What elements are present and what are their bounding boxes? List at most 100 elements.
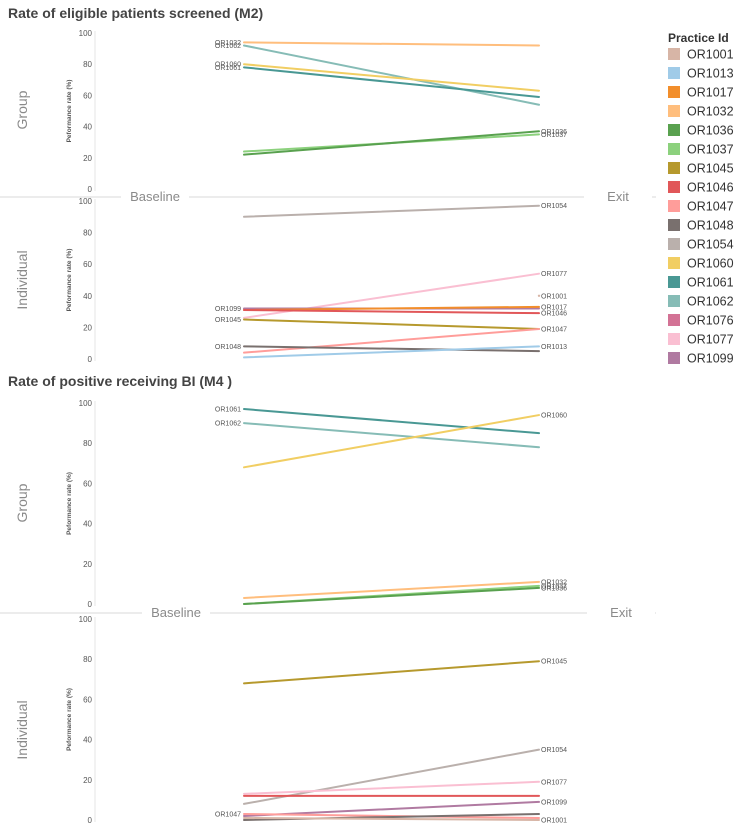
series-line-or1062 — [243, 44, 540, 106]
series-label-end: OR1045 — [541, 659, 567, 666]
legend-swatch-or1001 — [668, 48, 680, 60]
series-label-end: OR1036 — [541, 585, 567, 592]
series-label-end: OR1036 — [541, 129, 567, 136]
panel-group: Group Peformance rate (%) 0 20 40 60 80 100 OR10… — [14, 399, 567, 609]
series-line-or1061 — [243, 66, 540, 98]
panel-row-label: Individual — [14, 700, 30, 759]
series-line-or1017 — [243, 305, 540, 312]
y-tick-label: 100 — [79, 399, 93, 408]
category-label-exit: Exit — [610, 605, 632, 620]
series-line-or1047 — [243, 327, 540, 354]
y-tick-label: 40 — [83, 736, 92, 745]
series-line-or1036 — [243, 586, 540, 605]
panel-individual: Individual Peformance rate (%) 0 20 40 60 80 10… — [14, 615, 567, 825]
y-tick-label: 100 — [79, 29, 93, 38]
legend-label: OR1076 — [687, 314, 734, 328]
legend-swatch-or1060 — [668, 257, 680, 269]
legend-label: OR1048 — [687, 219, 734, 233]
series-label-end: OR1001 — [541, 818, 567, 825]
chart-1: Rate of positive receiving BI (M4 ) Basel… — [0, 373, 656, 825]
panel-row-label: Group — [14, 483, 30, 522]
series-line-or1054 — [243, 204, 540, 218]
legend-label: OR1036 — [687, 124, 734, 138]
y-axis-label: Peformance rate (%) — [66, 472, 73, 535]
series-line-or1032 — [243, 41, 540, 47]
legend-label: OR1013 — [687, 67, 734, 81]
panel-group: Group Peformance rate (%) 0 20 40 60 80 100 OR10… — [14, 29, 567, 194]
series-label-start: OR1062 — [215, 421, 241, 428]
y-tick-label: 20 — [83, 560, 92, 569]
legend-swatch-or1076 — [668, 314, 680, 326]
series-line-or1036 — [243, 130, 540, 156]
series-line-or1062 — [243, 422, 540, 449]
series-label-end: OR1013 — [541, 344, 567, 351]
y-tick-label: 20 — [83, 776, 92, 785]
legend-label: OR1077 — [687, 333, 734, 347]
series-label-end: OR1017 — [541, 304, 567, 311]
legend-title: Practice Id — [668, 31, 729, 45]
category-label-backing — [584, 191, 652, 203]
category-label-baseline: Baseline — [130, 189, 180, 204]
series-line-or1032 — [243, 580, 540, 599]
series-line-or1077 — [243, 780, 540, 795]
legend-label: OR1045 — [687, 162, 734, 176]
series-label-end: OR1037 — [541, 132, 567, 139]
series-label-start: OR1032 — [215, 40, 241, 47]
series-line-or1001 — [243, 816, 540, 821]
series-label-start: OR1048 — [215, 344, 241, 351]
legend-label: OR1001 — [687, 48, 734, 62]
series-label-start: OR1062 — [215, 43, 241, 50]
panel-individual: Individual Peformance rate (%) 0 20 40 60 80 10… — [14, 197, 567, 364]
series-line-or1046 — [243, 309, 540, 315]
series-line-or1048 — [243, 345, 540, 353]
legend-swatch-or1077 — [668, 333, 680, 345]
y-tick-label: 60 — [83, 260, 92, 269]
category-label-baseline: Baseline — [151, 605, 201, 620]
series-label-start: OR1047 — [215, 811, 241, 818]
y-axis-label: Peformance rate (%) — [66, 688, 73, 751]
series-line-or1099 — [243, 800, 540, 817]
legend-label: OR1047 — [687, 200, 734, 214]
legend-swatch-or1046 — [668, 181, 680, 193]
y-tick-label: 80 — [83, 229, 92, 238]
legend-label: OR1060 — [687, 257, 734, 271]
legend-swatch-or1013 — [668, 67, 680, 79]
y-tick-label: 80 — [83, 439, 92, 448]
series-label-start: OR1099 — [215, 306, 241, 313]
legend-swatch-or1048 — [668, 219, 680, 231]
series-label-end: OR1099 — [541, 799, 567, 806]
legend-swatch-or1032 — [668, 105, 680, 117]
legend-swatch-or1062 — [668, 295, 680, 307]
legend-swatch-or1036 — [668, 124, 680, 136]
series-label-end: OR1046 — [541, 311, 567, 318]
series-label-end: OR1047 — [541, 326, 567, 333]
series-label-end: OR1077 — [541, 271, 567, 278]
y-tick-label: 0 — [88, 600, 93, 609]
y-tick-label: 60 — [83, 479, 92, 488]
y-axis-label: Peformance rate (%) — [66, 80, 73, 143]
legend: Practice Id OR1001 OR1013 OR1017 OR1032 OR103… — [668, 31, 734, 366]
legend-swatch-or1047 — [668, 200, 680, 212]
series-label-end: OR1054 — [541, 747, 567, 754]
series-label-end: OR1060 — [541, 413, 567, 420]
legend-label: OR1046 — [687, 181, 734, 195]
series-line-or1047 — [243, 812, 540, 819]
legend-swatch-or1037 — [668, 143, 680, 155]
legend-swatch-or1054 — [668, 238, 680, 250]
panel-row-label: Group — [14, 90, 30, 129]
series-label-start: OR1060 — [215, 62, 241, 69]
y-axis-label: Peformance rate (%) — [66, 249, 73, 312]
series-line-or1045 — [243, 318, 540, 330]
legend-label: OR1099 — [687, 352, 734, 366]
series-label-end: OR1077 — [541, 779, 567, 786]
y-tick-label: 20 — [83, 323, 92, 332]
y-tick-label: 40 — [83, 520, 92, 529]
chart-title: Rate of eligible patients screened (M2) — [8, 5, 263, 21]
panel-row-label: Individual — [14, 250, 30, 309]
category-label-exit: Exit — [607, 189, 629, 204]
legend-swatch-or1045 — [668, 162, 680, 174]
y-tick-label: 0 — [88, 355, 93, 364]
y-tick-label: 0 — [88, 816, 93, 825]
series-label-start: OR1061 — [215, 407, 241, 414]
